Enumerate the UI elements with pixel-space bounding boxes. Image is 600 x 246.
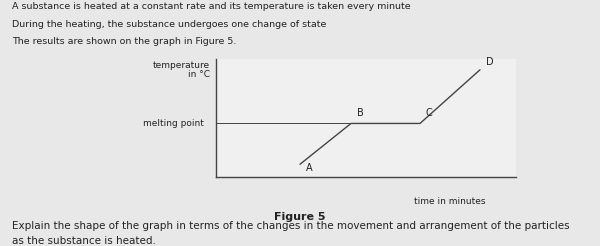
Text: D: D [486, 57, 494, 67]
Text: temperature: temperature [153, 61, 210, 70]
Text: The results are shown on the graph in Figure 5.: The results are shown on the graph in Fi… [12, 37, 236, 46]
Text: B: B [357, 108, 364, 118]
Text: time in minutes: time in minutes [414, 197, 486, 206]
Text: in °C: in °C [188, 70, 210, 79]
Text: A: A [306, 163, 313, 173]
Text: A substance is heated at a constant rate and its temperature is taken every minu: A substance is heated at a constant rate… [12, 2, 410, 12]
Text: Explain the shape of the graph in terms of the changes in the movement and arran: Explain the shape of the graph in terms … [12, 221, 569, 231]
Text: During the heating, the substance undergoes one change of state: During the heating, the substance underg… [12, 20, 326, 29]
Text: melting point: melting point [143, 119, 204, 128]
Text: Figure 5: Figure 5 [274, 212, 326, 222]
Text: C: C [426, 108, 433, 118]
Text: as the substance is heated.: as the substance is heated. [12, 236, 156, 246]
